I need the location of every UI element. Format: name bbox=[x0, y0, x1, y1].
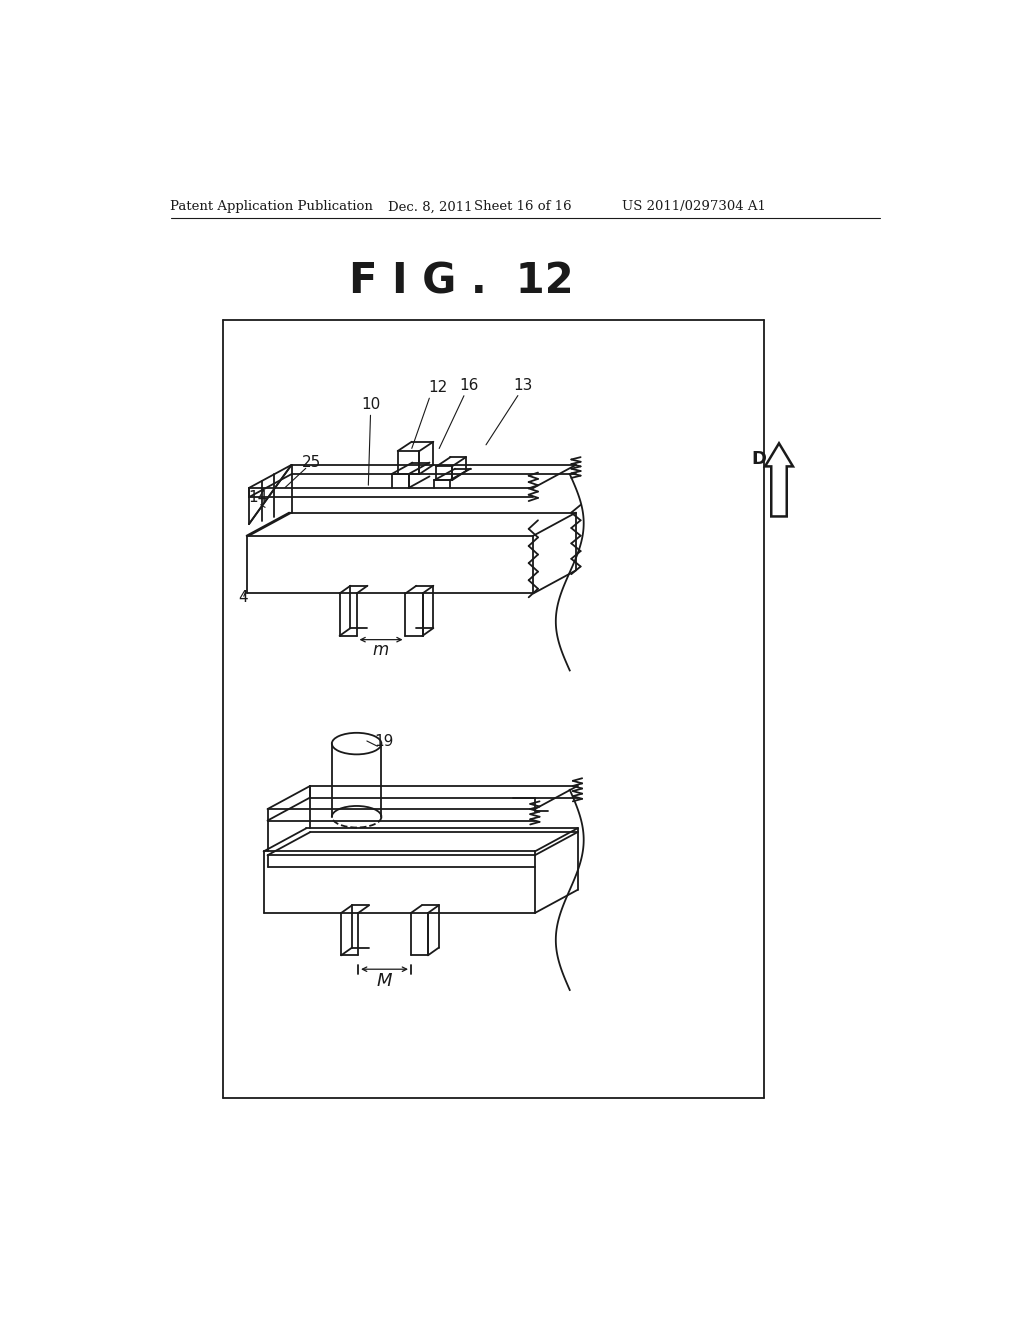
Text: Dec. 8, 2011: Dec. 8, 2011 bbox=[388, 201, 472, 214]
Text: 10: 10 bbox=[360, 397, 380, 412]
Text: 13: 13 bbox=[514, 378, 532, 393]
Text: F I G .  12: F I G . 12 bbox=[349, 260, 573, 302]
Text: US 2011/0297304 A1: US 2011/0297304 A1 bbox=[622, 201, 766, 214]
Text: 19: 19 bbox=[374, 734, 393, 748]
Text: Sheet 16 of 16: Sheet 16 of 16 bbox=[474, 201, 572, 214]
Text: 16: 16 bbox=[460, 378, 478, 393]
Text: 14: 14 bbox=[249, 490, 268, 504]
Polygon shape bbox=[765, 444, 793, 516]
Text: M: M bbox=[377, 972, 392, 990]
Text: 12: 12 bbox=[428, 380, 447, 396]
Text: Patent Application Publication: Patent Application Publication bbox=[170, 201, 373, 214]
Text: 25: 25 bbox=[302, 455, 322, 470]
Text: m: m bbox=[373, 642, 389, 660]
Text: 4: 4 bbox=[238, 590, 248, 605]
Text: D: D bbox=[752, 450, 766, 467]
